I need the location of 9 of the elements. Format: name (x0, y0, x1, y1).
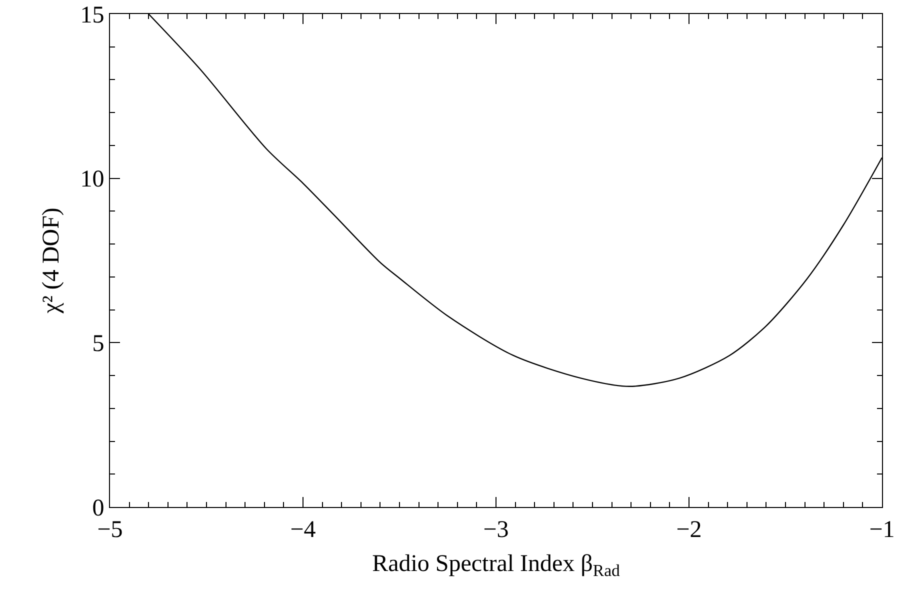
x-axis-title: Radio Spectral Index β$_{Rad}$ (372, 551, 621, 580)
y-tick-label: 10 (80, 166, 104, 193)
x-tick-label: −3 (483, 516, 509, 543)
y-axis-title: χ² (4 DOF) (38, 208, 64, 314)
y-tick-label: 15 (80, 2, 104, 28)
x-tick-label: −2 (676, 516, 702, 543)
x-tick-label: −1 (869, 516, 895, 543)
x-tick-label: −4 (290, 516, 316, 543)
y-tick-label: 5 (92, 331, 104, 358)
